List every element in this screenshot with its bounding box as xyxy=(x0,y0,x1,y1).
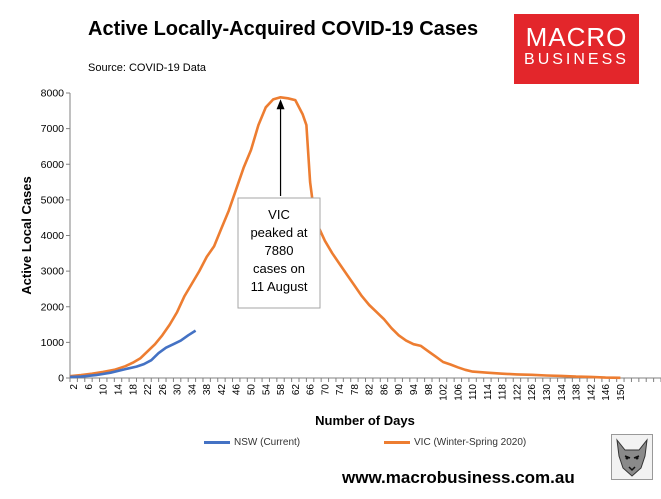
x-axis-title: Number of Days xyxy=(315,413,415,428)
x-tick-label: 98 xyxy=(424,384,435,396)
x-tick-label: 42 xyxy=(217,384,228,396)
x-tick-label: 18 xyxy=(128,384,139,396)
x-tick-label: 110 xyxy=(468,384,479,400)
annotation-box xyxy=(237,197,321,309)
x-tick-label: 138 xyxy=(572,384,583,401)
website-url: www.macrobusiness.com.au xyxy=(342,468,575,487)
x-tick-label: 70 xyxy=(320,384,331,396)
x-tick-label: 10 xyxy=(99,384,110,396)
annotation-text-line: 11 August xyxy=(251,279,308,294)
x-tick-label: 150 xyxy=(616,384,627,401)
x-tick-label: 6 xyxy=(84,384,95,390)
x-tick-label: 90 xyxy=(394,384,405,396)
legend-item-nsw: NSW (Current) xyxy=(204,437,300,448)
legend-swatch-nsw xyxy=(204,440,230,444)
x-tick-label: 126 xyxy=(527,384,538,401)
y-tick-label: 3000 xyxy=(41,266,65,278)
annotation-arrow-head xyxy=(276,99,285,110)
x-tick-label: 54 xyxy=(261,384,272,396)
x-tick-label: 14 xyxy=(114,384,125,396)
chart-source: Source: COVID-19 Data xyxy=(88,62,206,74)
x-tick-label: 46 xyxy=(232,384,243,396)
x-tick-label: 30 xyxy=(173,384,184,396)
x-tick-label: 106 xyxy=(453,384,464,401)
x-tick-label: 78 xyxy=(350,384,361,396)
x-tick-label: 2 xyxy=(69,384,80,390)
x-tick-label: 66 xyxy=(306,384,317,396)
x-tick-label: 22 xyxy=(143,384,154,396)
legend-item-vic: VIC (Winter-Spring 2020) xyxy=(384,437,526,448)
x-tick-label: 130 xyxy=(542,384,553,401)
legend-label-nsw: NSW (Current) xyxy=(234,437,301,448)
wolf-logo-icon xyxy=(611,434,653,480)
series-line-nsw xyxy=(69,329,197,379)
x-tick-label: 134 xyxy=(557,384,568,401)
y-tick-label: 0 xyxy=(58,373,64,385)
series-line-vic xyxy=(69,96,621,380)
annotation-text-line: 7880 xyxy=(265,243,294,258)
y-axis-title: Active Local Cases xyxy=(19,176,34,295)
x-tick-label: 102 xyxy=(439,384,450,401)
annotation-text-line: cases on xyxy=(253,261,305,276)
x-tick-label: 38 xyxy=(202,384,213,396)
annotation-text-line: peaked at xyxy=(250,225,307,240)
x-tick-label: 86 xyxy=(379,384,390,396)
x-tick-label: 118 xyxy=(498,384,509,400)
logo-line-2: BUSINESS xyxy=(524,51,629,68)
x-tick-label: 34 xyxy=(187,384,198,396)
x-tick-label: 58 xyxy=(276,384,287,396)
y-tick-label: 1000 xyxy=(41,337,65,349)
logo-line-1: MACRO xyxy=(525,22,628,52)
y-tick-label: 4000 xyxy=(41,230,65,242)
chart-title: Active Locally-Acquired COVID-19 Cases xyxy=(88,18,479,40)
annotation-text-line: VIC xyxy=(268,207,290,222)
x-tick-label: 62 xyxy=(291,384,302,396)
macrobusiness-logo: MACRO BUSINESS xyxy=(514,14,639,84)
x-tick-label: 146 xyxy=(601,384,612,401)
x-tick-label: 94 xyxy=(409,384,420,396)
y-tick-label: 5000 xyxy=(41,194,65,206)
x-tick-label: 74 xyxy=(335,384,346,396)
legend-swatch-vic xyxy=(384,440,410,444)
x-tick-label: 26 xyxy=(158,384,169,396)
x-tick-label: 82 xyxy=(365,384,376,396)
legend-label-vic: VIC (Winter-Spring 2020) xyxy=(414,437,527,448)
y-tick-label: 2000 xyxy=(41,301,65,313)
y-tick-label: 7000 xyxy=(41,123,65,135)
y-tick-label: 6000 xyxy=(41,159,65,171)
x-tick-label: 122 xyxy=(512,384,523,401)
x-tick-label: 114 xyxy=(483,384,494,400)
x-tick-label: 50 xyxy=(246,384,257,396)
x-tick-label: 142 xyxy=(586,384,597,401)
y-tick-label: 8000 xyxy=(41,88,65,100)
